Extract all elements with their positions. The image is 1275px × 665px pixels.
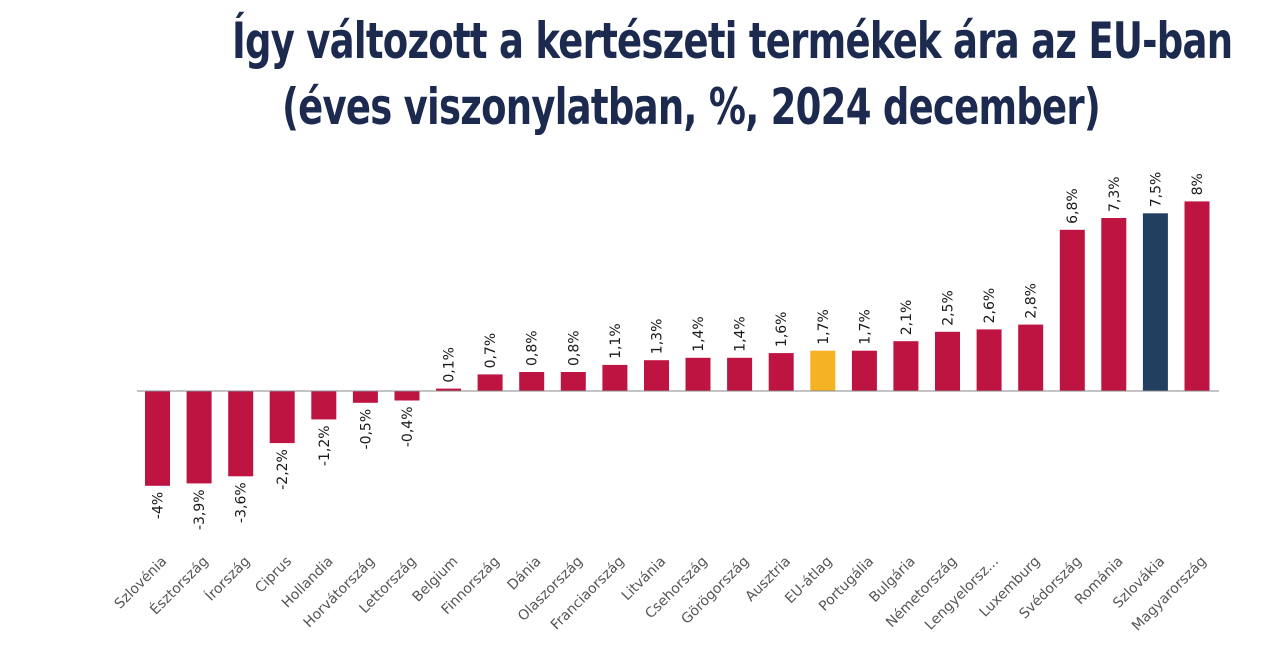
chart-title-line-1: Így változott a kertészeti termékek ára …	[232, 12, 1233, 70]
value-label-finnorszag: 0,7%	[483, 333, 499, 369]
bar-lettorszag	[394, 391, 420, 401]
bar-svedorszag	[1059, 229, 1085, 391]
bar-romania	[1101, 218, 1127, 391]
bar-csehorszag	[685, 357, 711, 391]
bar-szlovakia	[1142, 213, 1168, 392]
bar-olaszorszag	[560, 372, 586, 391]
value-label-svedorszag: 6,8%	[1065, 188, 1081, 224]
value-label-eu-atlag: 1,7%	[816, 309, 832, 345]
value-label-magyarorszag: 8%	[1190, 173, 1206, 195]
bar-nemetorszag	[935, 331, 960, 392]
value-label-bulgaria: 2,1%	[899, 300, 915, 336]
bar-szlovenia	[145, 391, 170, 486]
value-label-dania: 0,8%	[525, 330, 541, 366]
bar-gorogorszag	[727, 357, 753, 391]
value-label-lettorszag: -0,4%	[400, 406, 416, 447]
category-label-lengyelorsz: Lengyelorsz...	[922, 554, 1002, 634]
bar-lengyelorsz	[976, 329, 1002, 391]
bar-dania	[519, 372, 545, 391]
value-label-luxemburg: 2,8%	[1024, 283, 1040, 319]
bar-magyarorszag	[1184, 201, 1210, 391]
bar-ausztria	[768, 353, 794, 391]
bar-eu-atlag	[810, 350, 836, 391]
value-label-nemetorszag: 2,5%	[941, 290, 957, 326]
value-label-ciprus: -2,2%	[275, 449, 291, 490]
value-label-gorogorszag: 1,4%	[733, 316, 749, 352]
bar-irorszag	[228, 391, 254, 477]
bar-finnorszag	[477, 374, 503, 391]
bar-litvania	[644, 360, 669, 391]
value-label-esztorszag: -3,9%	[192, 489, 208, 530]
category-label-dania: Dánia	[504, 554, 544, 594]
value-label-lengyelorsz: 2,6%	[982, 288, 998, 324]
value-label-romania: 7,3%	[1107, 176, 1123, 212]
value-label-szlovakia: 7,5%	[1148, 172, 1164, 208]
value-label-irorszag: -3,6%	[234, 482, 250, 523]
bar-franciaorszag	[602, 364, 628, 391]
bar-luxemburg	[1018, 324, 1044, 391]
category-labels-group: SzlovéniaÉsztországÍrországCiprusHolland…	[112, 553, 1210, 635]
value-label-szlovenia: -4%	[151, 492, 167, 519]
bar-bulgaria	[893, 341, 919, 391]
bar-portugalia	[851, 350, 877, 391]
bar-hollandia	[311, 391, 337, 420]
value-label-hollandia: -1,2%	[317, 425, 333, 466]
value-label-olaszorszag: 0,8%	[566, 330, 582, 366]
value-label-ausztria: 1,6%	[774, 312, 790, 348]
bar-belgium	[436, 388, 462, 391]
bar-esztorszag	[186, 391, 212, 484]
value-label-litvania: 1,3%	[649, 319, 665, 355]
value-label-csehorszag: 1,4%	[691, 316, 707, 352]
value-label-horvatorszag: -0,5%	[358, 409, 374, 450]
category-label-franciaorszag: Franciaország	[548, 554, 628, 634]
chart-title: Így változott a kertészeti termékek ára …	[0, 0, 1275, 150]
category-label-magyarorszag: Magyarország	[1129, 554, 1210, 635]
bar-horvatorszag	[352, 391, 378, 403]
chart-title-line-2: (éves viszonylatban, %, 2024 december)	[282, 78, 1101, 136]
bars-group	[145, 201, 1210, 486]
value-labels-group: -4% -3,9% -3,6% -2,2% -1,2% -0,5% -0,4% 0,1% 0,7…	[151, 172, 1207, 530]
category-label-irorszag: Írország	[202, 553, 254, 605]
value-label-franciaorszag: 1,1%	[608, 323, 624, 359]
bar-ciprus	[269, 391, 295, 444]
value-label-portugalia: 1,7%	[857, 309, 873, 345]
value-label-belgium: 0,1%	[442, 347, 458, 383]
